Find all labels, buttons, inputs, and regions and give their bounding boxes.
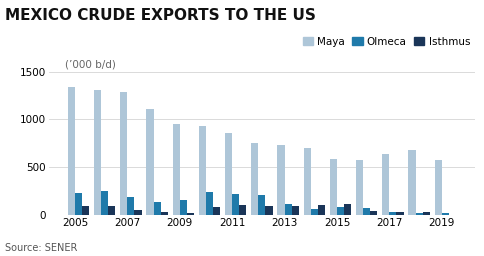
Bar bbox=[277, 145, 284, 215]
Bar bbox=[239, 205, 246, 215]
Text: MEXICO CRUDE EXPORTS TO THE US: MEXICO CRUDE EXPORTS TO THE US bbox=[5, 8, 315, 23]
Bar bbox=[212, 207, 220, 215]
Bar bbox=[395, 212, 403, 215]
Bar bbox=[198, 126, 206, 215]
Bar bbox=[180, 200, 186, 215]
Bar bbox=[108, 206, 115, 215]
Bar bbox=[258, 195, 265, 215]
Bar bbox=[225, 133, 232, 215]
Bar bbox=[310, 209, 317, 215]
Bar bbox=[146, 109, 153, 215]
Text: (’000 b/d): (’000 b/d) bbox=[65, 60, 116, 70]
Bar bbox=[172, 124, 180, 215]
Bar bbox=[101, 191, 108, 215]
Bar bbox=[134, 210, 141, 215]
Bar bbox=[369, 211, 377, 215]
Bar bbox=[317, 206, 324, 215]
Bar bbox=[408, 150, 415, 215]
Bar bbox=[251, 143, 258, 215]
Bar bbox=[389, 212, 395, 215]
Bar bbox=[415, 213, 422, 215]
Bar bbox=[336, 207, 343, 215]
Bar bbox=[422, 212, 429, 215]
Bar bbox=[343, 204, 350, 215]
Bar bbox=[284, 204, 291, 215]
Bar bbox=[160, 212, 167, 215]
Bar bbox=[329, 159, 336, 215]
Bar bbox=[291, 206, 298, 215]
Bar bbox=[75, 193, 82, 215]
Bar bbox=[120, 92, 127, 215]
Bar bbox=[127, 197, 134, 215]
Bar bbox=[303, 148, 310, 215]
Bar bbox=[381, 154, 389, 215]
Bar bbox=[232, 194, 239, 215]
Bar bbox=[363, 208, 369, 215]
Text: Source: SENER: Source: SENER bbox=[5, 243, 77, 253]
Bar bbox=[153, 202, 160, 215]
Bar bbox=[355, 159, 363, 215]
Legend: Maya, Olmeca, Isthmus: Maya, Olmeca, Isthmus bbox=[302, 37, 469, 47]
Bar bbox=[434, 159, 441, 215]
Bar bbox=[186, 213, 194, 215]
Bar bbox=[265, 206, 272, 215]
Bar bbox=[94, 90, 101, 215]
Bar bbox=[68, 87, 75, 215]
Bar bbox=[82, 206, 89, 215]
Bar bbox=[441, 213, 448, 215]
Bar bbox=[206, 192, 212, 215]
